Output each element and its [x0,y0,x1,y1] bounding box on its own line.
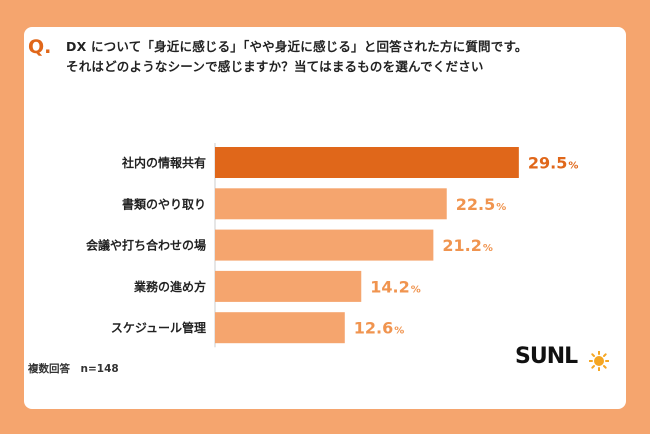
value-unit: % [394,326,404,337]
sun-logo-icon [589,351,609,371]
question-line-1: DX について「身近に感じる」「やや身近に感じる」と回答された方に質問です。 [66,39,528,54]
bar [215,270,362,302]
value-label: 29.5 [528,154,567,173]
value-unit: % [483,243,493,254]
value-label: 22.5 [456,195,495,214]
value-unit: % [496,202,506,213]
value-label: 14.2 [370,277,409,296]
bar [215,312,345,344]
question-mark: Q. [28,36,52,58]
category-label: 書類のやり取り [122,196,206,211]
value-label: 12.6 [354,319,393,338]
value-label: 21.2 [442,236,481,255]
category-label: 業務の進め方 [133,279,206,294]
bar [215,188,447,220]
company-logo: SUNL [515,344,578,369]
category-label: スケジュール管理 [111,320,206,335]
question-line-2: それはどのようなシーンで感じますか？当てはまるものを選んでください [66,59,484,74]
category-label: 社内の情報共有 [121,155,206,170]
bar [215,147,519,178]
category-label: 会議や打ち合わせの場 [86,238,206,253]
bar [215,229,434,261]
footnote: 複数回答 n=148 [28,363,119,375]
value-unit: % [411,284,421,295]
value-unit: % [568,161,578,172]
